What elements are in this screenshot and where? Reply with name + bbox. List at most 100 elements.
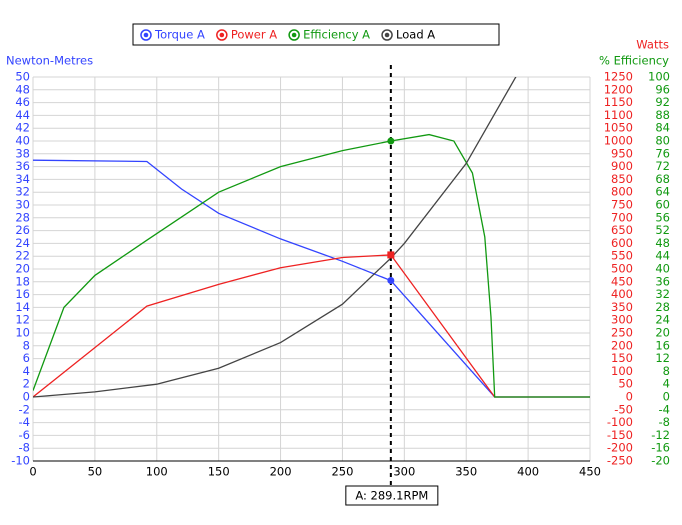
- y3-tick-label: 92: [655, 95, 670, 109]
- y3-tick-label: 20: [655, 326, 670, 340]
- y-tick-label: 2: [23, 377, 30, 391]
- y2-tick-label: 1100: [604, 108, 633, 122]
- cursor-marker: [387, 137, 395, 145]
- y3-tick-label: 12: [655, 351, 670, 365]
- y-tick-label: 42: [15, 121, 30, 135]
- legend-marker-dot: [291, 32, 297, 38]
- y2-tick-label: 250: [611, 326, 633, 340]
- cursor-label-box: [345, 485, 439, 506]
- y2-tick-label: -250: [607, 454, 633, 468]
- y3-tick-label: 52: [655, 223, 670, 237]
- y2-tick-label: 50: [618, 377, 633, 391]
- x-tick-label: 400: [517, 465, 539, 479]
- y3-tick-label: -20: [651, 454, 670, 468]
- y3-tick-label: -12: [651, 428, 670, 442]
- x-tick-label: 50: [88, 465, 103, 479]
- y3-tick-label: 32: [655, 287, 670, 301]
- y2-tick-label: 950: [611, 146, 633, 160]
- cursor-marker: [387, 251, 395, 259]
- y2-axis-label: Watts: [636, 38, 669, 52]
- y2-tick-label: 100: [611, 364, 633, 378]
- y-tick-label: 4: [23, 364, 30, 378]
- y3-tick-label: 80: [655, 134, 670, 148]
- x-tick-label: 300: [393, 465, 415, 479]
- y-tick-label: 30: [15, 198, 30, 212]
- y3-tick-label: 48: [655, 236, 670, 250]
- y-tick-label: 32: [15, 185, 30, 199]
- y2-tick-label: 500: [611, 262, 633, 276]
- y3-tick-label: 8: [663, 364, 670, 378]
- series-line: [33, 254, 590, 398]
- y2-tick-label: 1000: [604, 134, 633, 148]
- y2-tick-label: 0: [626, 390, 633, 404]
- y-tick-label: 44: [15, 108, 30, 122]
- y3-tick-label: 76: [655, 146, 670, 160]
- y3-tick-label: 28: [655, 300, 670, 314]
- cursor-marker: [387, 277, 395, 285]
- y2-tick-label: -50: [614, 402, 633, 416]
- y3-tick-label: -4: [659, 402, 670, 416]
- y-tick-label: 28: [15, 210, 30, 224]
- y2-tick-label: -150: [607, 428, 633, 442]
- y2-tick-label: 1150: [604, 95, 633, 109]
- y2-tick-label: 600: [611, 236, 633, 250]
- y-tick-label: 8: [23, 338, 30, 352]
- y-tick-label: 20: [15, 262, 30, 276]
- y3-tick-label: 96: [655, 82, 670, 96]
- y2-tick-label: 850: [611, 172, 633, 186]
- y2-tick-label: 650: [611, 223, 633, 237]
- y3-tick-label: 36: [655, 274, 670, 288]
- y2-tick-label: -100: [607, 415, 633, 429]
- y-tick-label: 48: [15, 82, 30, 96]
- y-tick-label: -10: [11, 454, 30, 468]
- y2-tick-label: 450: [611, 274, 633, 288]
- y-tick-label: 50: [15, 70, 30, 84]
- y-tick-label: 18: [15, 274, 30, 288]
- x-tick-label: 0: [29, 465, 36, 479]
- y-tick-label: -2: [19, 402, 30, 416]
- y3-tick-label: 40: [655, 262, 670, 276]
- y-tick-label: 46: [15, 95, 30, 109]
- y2-tick-label: 200: [611, 338, 633, 352]
- x-tick-label: 450: [579, 465, 601, 479]
- x-tick-label: 350: [455, 465, 477, 479]
- y-tick-label: 0: [23, 390, 30, 404]
- legend-label: Power A: [231, 28, 277, 42]
- y3-tick-label: 68: [655, 172, 670, 186]
- y3-tick-label: 88: [655, 108, 670, 122]
- x-tick-label: 150: [208, 465, 230, 479]
- y2-tick-label: 1200: [604, 82, 633, 96]
- legend-label: Torque A: [154, 28, 205, 42]
- y3-tick-label: 24: [655, 313, 670, 327]
- y3-tick-label: 0: [663, 390, 670, 404]
- y2-tick-label: 550: [611, 249, 633, 263]
- y2-tick-label: 750: [611, 198, 633, 212]
- y2-tick-label: 800: [611, 185, 633, 199]
- y-tick-label: 12: [15, 313, 30, 327]
- y-tick-label: 10: [15, 326, 30, 340]
- legend-marker-dot: [384, 32, 390, 38]
- y2-tick-label: 350: [611, 300, 633, 314]
- y2-tick-label: 1250: [604, 70, 633, 84]
- y-tick-label: 26: [15, 223, 30, 237]
- y2-tick-label: 400: [611, 287, 633, 301]
- y-tick-label: 38: [15, 146, 30, 160]
- x-tick-label: 100: [146, 465, 168, 479]
- y2-tick-label: 300: [611, 313, 633, 327]
- x-tick-label: 250: [331, 465, 353, 479]
- y3-tick-label: 72: [655, 159, 670, 173]
- y2-tick-label: -200: [607, 441, 633, 455]
- y3-tick-label: 4: [663, 377, 670, 391]
- y3-tick-label: 44: [655, 249, 670, 263]
- y3-tick-label: 64: [655, 185, 670, 199]
- y-tick-label: -4: [19, 415, 30, 429]
- y2-tick-label: 700: [611, 210, 633, 224]
- y-tick-label: 16: [15, 287, 30, 301]
- y2-tick-label: 900: [611, 159, 633, 173]
- y3-tick-label: -16: [651, 441, 670, 455]
- y-tick-label: 24: [15, 236, 30, 250]
- series-line: [33, 77, 517, 398]
- y-tick-label: 22: [15, 249, 30, 263]
- y-tick-label: -6: [19, 428, 30, 442]
